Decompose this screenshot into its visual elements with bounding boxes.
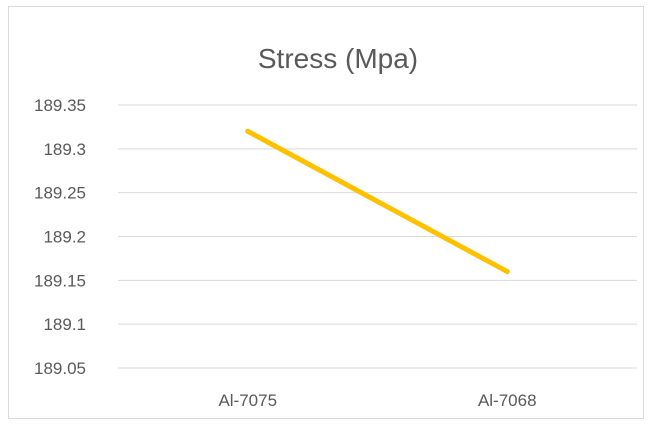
chart-frame: [8, 6, 644, 419]
x-tick-label: Al-7075: [218, 391, 277, 410]
y-tick-label: 189.35: [34, 96, 86, 115]
y-tick-label: 189.1: [43, 315, 86, 334]
y-axis: 189.35 189.3 189.25 189.2 189.15 189.1 189.05: [34, 96, 86, 378]
y-tick-label: 189.25: [34, 184, 86, 203]
gridlines: [118, 104, 637, 369]
y-tick-label: 189.2: [43, 228, 86, 247]
data-point: [245, 128, 251, 134]
x-axis: Al-7075 Al-7068: [218, 391, 536, 410]
series-group: [245, 128, 510, 275]
y-tick-label: 189.3: [43, 140, 86, 159]
data-point: [504, 269, 510, 275]
y-tick-label: 189.05: [34, 359, 86, 378]
x-tick-label: Al-7068: [478, 391, 537, 410]
y-tick-label: 189.15: [34, 271, 86, 290]
series-line: [245, 128, 510, 275]
chart-title: Stress (Mpa): [258, 43, 418, 74]
